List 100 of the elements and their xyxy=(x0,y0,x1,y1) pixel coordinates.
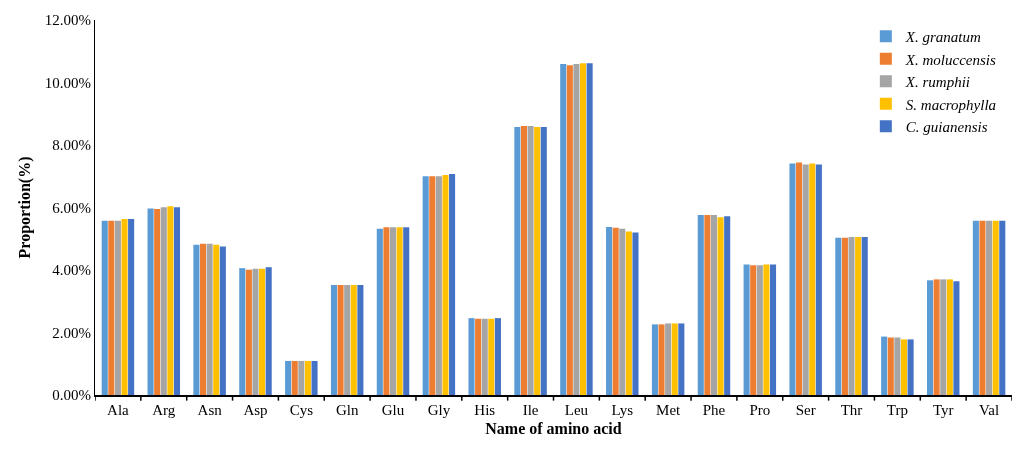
bar xyxy=(219,246,226,395)
bar xyxy=(750,265,757,395)
bar xyxy=(298,360,305,395)
bar xyxy=(475,318,482,395)
bar xyxy=(435,176,442,395)
bar xyxy=(809,163,816,395)
x-tick-label: Leu xyxy=(564,401,589,418)
bar xyxy=(861,236,868,395)
bar xyxy=(173,207,181,395)
x-tick-label: Arg xyxy=(152,401,176,418)
bar xyxy=(160,207,167,395)
bar xyxy=(743,264,750,395)
bar xyxy=(389,227,397,395)
bar xyxy=(887,337,894,395)
bar xyxy=(619,228,626,395)
x-tick-label: Ser xyxy=(795,401,816,418)
legend-label: C. guianensis xyxy=(905,119,988,136)
bar xyxy=(835,237,842,395)
y-tick-label: 2.00% xyxy=(52,324,91,341)
bar xyxy=(756,265,763,395)
bar xyxy=(606,226,613,395)
x-tick-label: Gln xyxy=(335,401,359,418)
bar xyxy=(422,176,429,395)
bar xyxy=(900,339,908,395)
bar xyxy=(108,220,115,395)
y-tick-label: 8.00% xyxy=(52,137,91,154)
bar xyxy=(481,318,488,395)
bar xyxy=(239,268,246,395)
bar xyxy=(101,220,108,395)
bar xyxy=(514,126,521,395)
x-tick-label: Ala xyxy=(107,401,130,418)
bar xyxy=(841,237,848,395)
bar xyxy=(579,63,587,395)
bar xyxy=(717,217,724,395)
bar xyxy=(926,280,934,395)
bar xyxy=(671,323,678,395)
y-axis-title: Proportion(%) xyxy=(15,156,34,259)
bar xyxy=(855,236,862,395)
bar xyxy=(199,243,207,395)
x-tick-label: Phe xyxy=(702,401,726,418)
x-tick-label: Lys xyxy=(611,401,634,418)
bar xyxy=(128,219,135,395)
bar xyxy=(121,219,128,395)
bar xyxy=(265,267,272,395)
x-tick-label: Val xyxy=(979,401,1000,418)
bar xyxy=(769,264,777,395)
bar xyxy=(933,279,940,395)
bar xyxy=(383,227,390,395)
bar xyxy=(494,318,501,395)
y-tick-label: 6.00% xyxy=(52,199,91,216)
legend-label: X. moluccensis xyxy=(904,51,996,68)
x-tick-label: Ile xyxy=(522,401,539,418)
legend-label: X. rumphii xyxy=(904,74,970,91)
bar xyxy=(710,215,718,395)
bar xyxy=(972,220,979,395)
bar xyxy=(946,279,953,395)
x-tick-label: Thr xyxy=(840,401,863,418)
x-axis-title: Name of amino acid xyxy=(485,419,622,437)
y-tick-label: 4.00% xyxy=(52,262,91,279)
x-tick-label: Met xyxy=(656,401,682,418)
bar xyxy=(789,163,796,395)
bar xyxy=(344,285,351,395)
legend-label: S. macrophylla xyxy=(905,96,997,113)
bar xyxy=(540,126,547,395)
bar xyxy=(651,324,658,395)
bar xyxy=(330,285,338,395)
bar xyxy=(678,323,685,395)
bar xyxy=(704,215,711,395)
bar xyxy=(350,285,357,395)
bar xyxy=(992,220,999,395)
bar xyxy=(213,244,220,395)
bar xyxy=(986,220,993,395)
bar xyxy=(311,360,318,395)
x-tick-label: Pro xyxy=(749,401,771,418)
bar xyxy=(953,281,960,395)
x-tick-label: Asn xyxy=(197,401,223,418)
x-tick-label: His xyxy=(474,401,496,418)
bar xyxy=(154,209,161,395)
bar xyxy=(376,228,383,395)
bar xyxy=(245,269,252,395)
bar xyxy=(999,220,1006,395)
bar xyxy=(586,63,593,395)
bar xyxy=(442,175,449,395)
x-tick-label: Cys xyxy=(289,401,314,418)
bar xyxy=(907,339,914,395)
bar xyxy=(396,227,403,395)
bar xyxy=(625,231,632,395)
x-tick-label: Asp xyxy=(243,401,268,418)
bar xyxy=(573,64,580,395)
bar xyxy=(632,232,639,395)
bar xyxy=(527,125,534,395)
bar xyxy=(560,64,567,395)
bar xyxy=(449,174,456,395)
bar xyxy=(206,243,213,395)
bar xyxy=(763,264,770,395)
bar xyxy=(815,164,822,395)
bar xyxy=(534,126,541,395)
legend-label: X. granatum xyxy=(904,29,981,46)
bar xyxy=(304,360,311,395)
bar xyxy=(724,216,731,395)
